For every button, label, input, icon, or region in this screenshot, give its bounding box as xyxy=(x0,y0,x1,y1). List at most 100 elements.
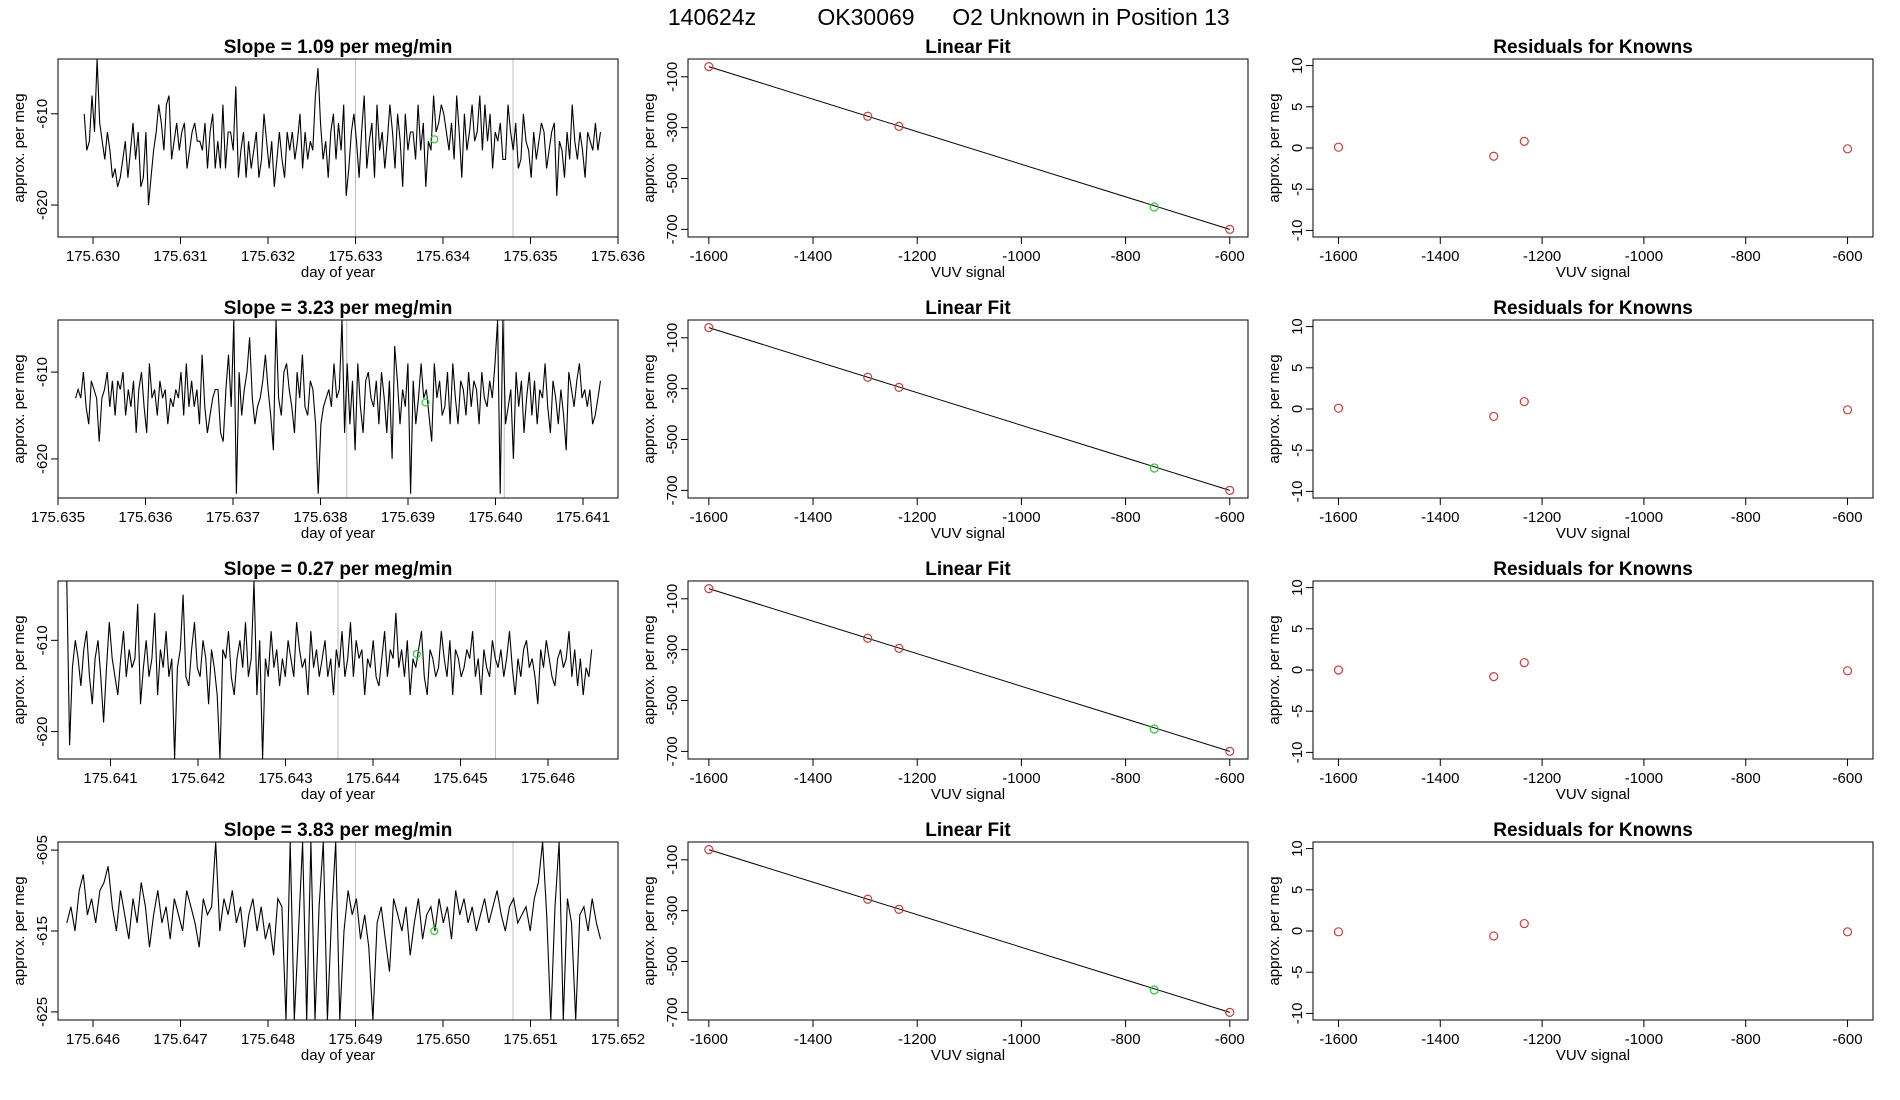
x-tick-label: -1400 xyxy=(1421,509,1459,526)
panel-title: Linear Fit xyxy=(925,559,1011,580)
y-axis-label: approx. per meg xyxy=(1266,615,1283,724)
x-tick-label: -1400 xyxy=(794,248,832,265)
panel-fit-1: Linear Fit -1600 -1400 -1200 -1000 -800 -600 VU… xyxy=(641,37,1249,281)
plot-frame xyxy=(1312,580,1874,760)
y-tick-label: -500 xyxy=(664,424,681,454)
y-tick-label: -700 xyxy=(664,475,681,505)
x-axis: -1600 -1400 -1200 -1000 -800 -600 xyxy=(1319,758,1863,787)
x-axis-label: day of year xyxy=(301,1047,375,1064)
known-point xyxy=(704,62,714,72)
x-tick-label: -1400 xyxy=(1421,248,1459,265)
known-point xyxy=(1489,931,1499,941)
x-tick-label: 175.635 xyxy=(31,509,85,526)
x-tick-label: 175.637 xyxy=(206,509,260,526)
fit-line xyxy=(708,588,1230,752)
fit-line xyxy=(708,849,1230,1013)
x-tick-label: 175.636 xyxy=(118,509,172,526)
x-tick-label: 175.631 xyxy=(153,248,207,265)
y-axis: -620 -610 xyxy=(34,99,59,220)
x-tick-label: -1600 xyxy=(1319,770,1357,787)
x-tick-label: -1200 xyxy=(1523,770,1561,787)
x-axis-label: day of year xyxy=(301,786,375,803)
y-tick-label: -100 xyxy=(664,323,681,353)
x-tick-label: -1000 xyxy=(1002,770,1040,787)
panel-title: Slope = 3.23 per meg/min xyxy=(224,298,453,319)
y-axis-label: approx. per meg xyxy=(641,93,658,202)
x-tick-label: -1200 xyxy=(898,1031,936,1048)
x-tick-label: 175.636 xyxy=(591,248,645,265)
known-point xyxy=(1489,411,1499,422)
y-tick-label: -605 xyxy=(34,835,51,865)
panel-ts-2: Slope = 3.23 per meg/min 175.635 175.636 17… xyxy=(11,298,619,542)
y-tick-label: -10 xyxy=(1289,742,1306,764)
plot-frame xyxy=(1312,319,1874,499)
x-tick-label: -1000 xyxy=(1625,248,1663,265)
x-tick-label: -1200 xyxy=(1523,1031,1561,1048)
x-axis-label: VUV signal xyxy=(931,786,1005,803)
y-tick-label: 10 xyxy=(1289,840,1306,857)
y-tick-label: -620 xyxy=(34,190,51,220)
panel-fit-2: Linear Fit -1600 -1400 -1200 -1000 -800 -600 VU… xyxy=(641,298,1249,542)
x-axis-label: VUV signal xyxy=(931,264,1005,281)
known-point xyxy=(863,111,873,121)
x-axis-label: VUV signal xyxy=(1556,525,1630,542)
known-point xyxy=(1842,144,1853,154)
y-axis: -100 -300 -500 -700 xyxy=(664,62,689,244)
header-description: O2 Unknown in Position 13 xyxy=(952,4,1229,30)
x-tick-label: 175.635 xyxy=(503,248,557,265)
unknown-point xyxy=(1149,985,1159,995)
y-tick-label: 10 xyxy=(1289,318,1306,335)
x-tick-label: 175.640 xyxy=(468,509,522,526)
x-tick-label: 175.641 xyxy=(556,509,610,526)
x-tick-label: -1600 xyxy=(690,770,728,787)
plot-area xyxy=(1333,657,1853,682)
y-tick-label: -10 xyxy=(1289,220,1306,242)
y-tick-label: 10 xyxy=(1289,579,1306,596)
known-point xyxy=(1842,666,1853,676)
y-axis: -10 -5 0 5 10 xyxy=(1289,57,1314,242)
x-tick-label: -600 xyxy=(1833,1031,1863,1048)
known-point xyxy=(1489,151,1499,161)
x-tick-label: 175.652 xyxy=(591,1031,645,1048)
x-tick-label: -1600 xyxy=(1319,509,1357,526)
x-tick-label: 175.643 xyxy=(258,770,312,787)
y-tick-label: -300 xyxy=(664,374,681,404)
known-point xyxy=(1519,136,1529,147)
unknown-point xyxy=(1149,724,1159,734)
y-axis: -100 -300 -500 -700 xyxy=(664,584,689,766)
x-axis: 175.630 175.631 175.632 175.633 175.634 175.6… xyxy=(66,236,645,265)
y-axis: -100 -300 -500 -700 xyxy=(664,323,689,505)
x-tick-label: -1000 xyxy=(1625,509,1663,526)
y-tick-label: -615 xyxy=(34,916,51,946)
plot-frame xyxy=(1312,841,1874,1021)
plot-area xyxy=(66,842,602,1020)
x-tick-label: -1600 xyxy=(1319,1031,1357,1048)
y-tick-label: -100 xyxy=(664,584,681,614)
x-tick-label: -1200 xyxy=(898,770,936,787)
x-tick-label: -800 xyxy=(1731,509,1761,526)
x-axis: -1600 -1400 -1200 -1000 -800 -600 xyxy=(1319,236,1863,265)
known-point xyxy=(1333,403,1344,413)
plot-area xyxy=(74,320,602,498)
plot-area xyxy=(1333,918,1853,941)
known-point xyxy=(1225,485,1235,495)
y-tick-label: -500 xyxy=(664,163,681,193)
x-tick-label: -1600 xyxy=(690,509,728,526)
panel-title: Linear Fit xyxy=(925,298,1011,319)
unknown-marker xyxy=(430,926,439,936)
y-axis-label: approx. per meg xyxy=(11,876,28,985)
known-point xyxy=(1333,142,1344,152)
x-axis-label: VUV signal xyxy=(1556,786,1630,803)
plot-frame xyxy=(57,319,619,499)
series-line xyxy=(74,320,602,494)
x-tick-label: -1400 xyxy=(1421,770,1459,787)
panel-title: Residuals for Knowns xyxy=(1493,559,1693,580)
plot-frame xyxy=(57,58,619,238)
known-point xyxy=(894,904,904,914)
fit-line xyxy=(708,66,1230,230)
y-axis-label: approx. per meg xyxy=(641,615,658,724)
known-point xyxy=(704,845,714,855)
x-tick-label: -1600 xyxy=(690,248,728,265)
